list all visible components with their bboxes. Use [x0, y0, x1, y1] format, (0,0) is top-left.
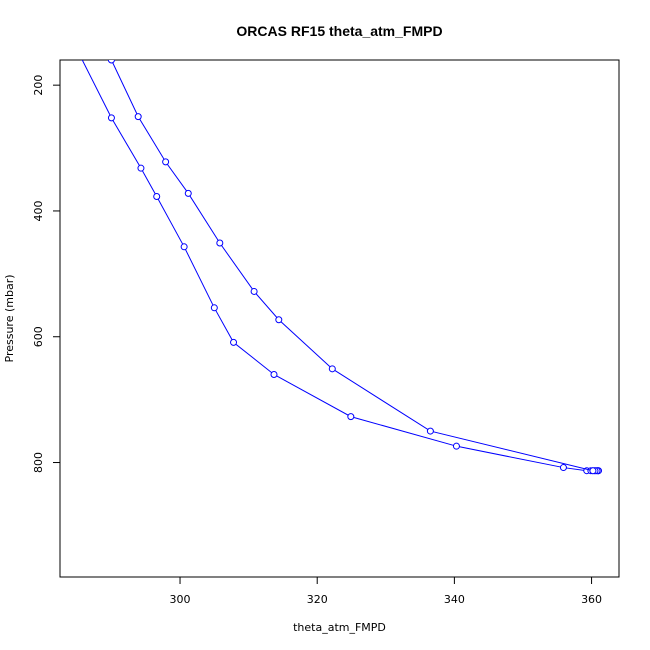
plot-frame — [59, 59, 620, 578]
series-2-point — [275, 316, 283, 324]
x-tick-label: 360 — [581, 593, 602, 606]
y-tick-label: 200 — [32, 75, 45, 96]
x-axis-label: theta_atm_FMPD — [293, 621, 386, 634]
series-2-point — [107, 60, 115, 64]
series-2-point — [426, 427, 434, 435]
series-1-point — [559, 464, 567, 472]
series-2-point — [328, 365, 336, 373]
y-axis: 200 400 600 800 — [32, 75, 60, 473]
series-1-point — [71, 40, 77, 46]
x-tick-label: 340 — [444, 593, 465, 606]
series-2-point — [250, 287, 258, 295]
series-1-point — [210, 304, 218, 312]
x-tick-label: 320 — [307, 593, 328, 606]
x-axis: 300 320 340 360 — [170, 577, 602, 606]
chart-title: ORCAS RF15 theta_atm_FMPD — [236, 23, 442, 39]
series-1-line — [81, 60, 599, 472]
x-tick-label: 300 — [170, 593, 191, 606]
series-2-point — [589, 467, 597, 475]
series-layer — [71, 35, 602, 475]
series-1-point — [107, 114, 115, 122]
y-tick-label: 600 — [32, 326, 45, 347]
y-tick-label: 400 — [32, 200, 45, 221]
series-1-point — [230, 338, 238, 346]
series-1-point — [153, 192, 161, 200]
series-1-point — [270, 370, 278, 378]
series-1-point — [347, 413, 355, 421]
series-2-point — [134, 113, 142, 121]
series-2-point — [162, 158, 170, 166]
series-2-point — [184, 189, 192, 197]
series-2-line — [110, 60, 599, 472]
series-1-point — [137, 164, 145, 172]
series-1-point — [180, 243, 188, 251]
y-tick-label: 800 — [32, 452, 45, 473]
y-axis-label: Pressure (mbar) — [3, 274, 16, 362]
series-2-point — [216, 239, 224, 247]
series-2-point — [91, 35, 97, 41]
series-1-point — [452, 442, 460, 450]
